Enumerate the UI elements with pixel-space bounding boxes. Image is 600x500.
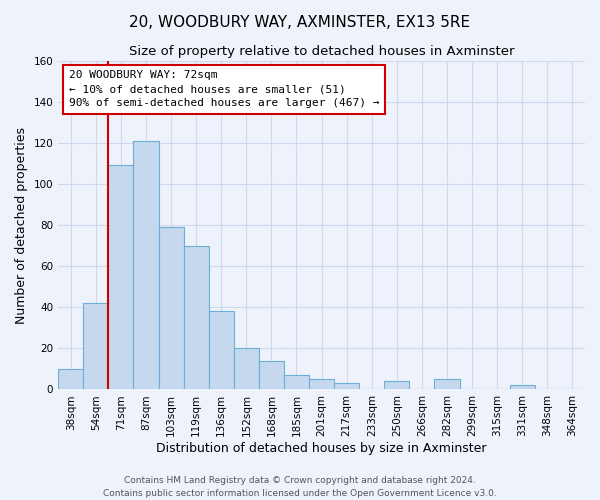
Bar — [510, 386, 535, 390]
Bar — [259, 360, 284, 390]
Bar — [158, 227, 184, 390]
Bar — [209, 312, 234, 390]
Bar — [58, 369, 83, 390]
Bar — [109, 166, 133, 390]
Text: Contains HM Land Registry data © Crown copyright and database right 2024.
Contai: Contains HM Land Registry data © Crown c… — [103, 476, 497, 498]
Bar — [83, 303, 109, 390]
Text: 20 WOODBURY WAY: 72sqm
← 10% of detached houses are smaller (51)
90% of semi-det: 20 WOODBURY WAY: 72sqm ← 10% of detached… — [69, 70, 379, 108]
Bar — [133, 140, 158, 390]
Bar — [284, 375, 309, 390]
Title: Size of property relative to detached houses in Axminster: Size of property relative to detached ho… — [129, 45, 514, 58]
Y-axis label: Number of detached properties: Number of detached properties — [15, 126, 28, 324]
Bar — [334, 384, 359, 390]
Bar — [234, 348, 259, 390]
Text: 20, WOODBURY WAY, AXMINSTER, EX13 5RE: 20, WOODBURY WAY, AXMINSTER, EX13 5RE — [130, 15, 470, 30]
X-axis label: Distribution of detached houses by size in Axminster: Distribution of detached houses by size … — [157, 442, 487, 455]
Bar — [434, 379, 460, 390]
Bar — [184, 246, 209, 390]
Bar — [309, 379, 334, 390]
Bar — [385, 381, 409, 390]
